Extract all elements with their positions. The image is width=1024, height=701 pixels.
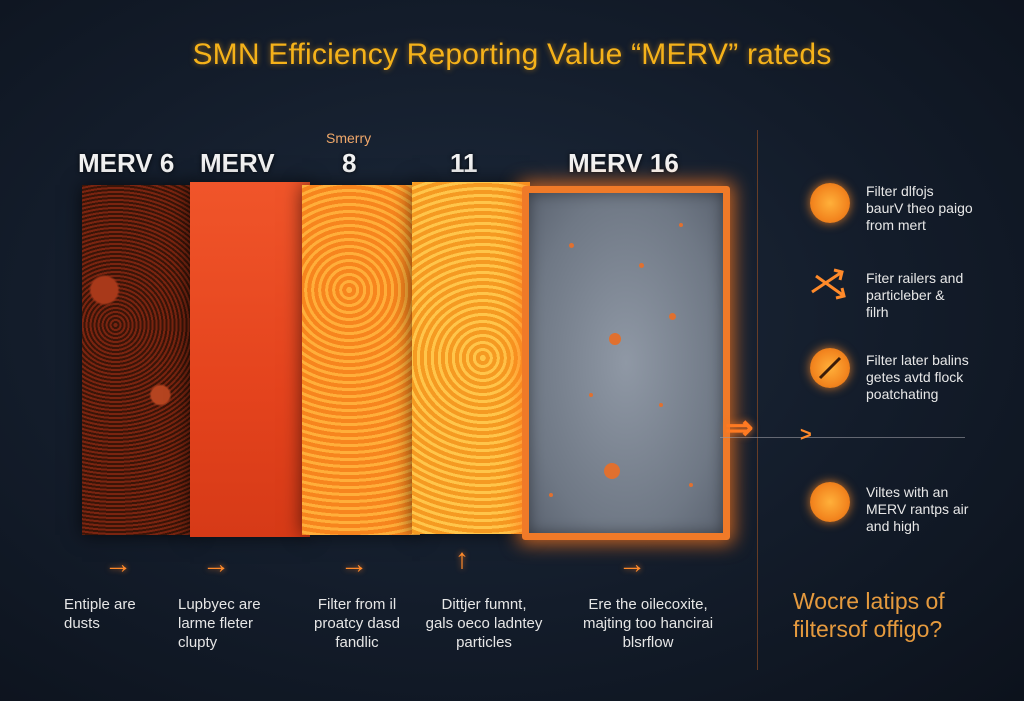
- particle: [549, 493, 553, 497]
- particle: [659, 403, 663, 407]
- panel-description-merv6: Entiple are dusts: [64, 596, 136, 632]
- filter-panel-merv16: [522, 186, 730, 540]
- panel-sublabel-8: Smerry: [326, 130, 372, 146]
- panel-description-merv16: Ere the oilecoxite, majting too hancirai…: [582, 596, 714, 651]
- arrow-up-icon: ↑: [455, 543, 469, 574]
- no-entry-disc-icon: [810, 348, 850, 388]
- panel-label-merv: MERV: [200, 148, 275, 178]
- filter-panel-8: [302, 185, 420, 535]
- orange-disc-icon: [810, 482, 850, 522]
- divider: [720, 437, 965, 438]
- page-title: SMN Efficiency Reporting Value “MERV” ra…: [192, 38, 832, 71]
- arrow-right-icon: →: [340, 548, 368, 579]
- divider: [757, 130, 758, 670]
- panel-description-11: Dittjer fumnt, gals oeco ladntey particl…: [425, 596, 543, 651]
- filter-panel-11: [412, 182, 530, 534]
- particle: [689, 483, 693, 487]
- filter-panel-merv: [190, 182, 310, 537]
- side-note-4: Viltes with an MERV rantps air and high: [866, 484, 969, 534]
- particle: [679, 223, 683, 227]
- arrow-right-icon: →: [618, 548, 646, 579]
- particle: [639, 263, 644, 268]
- question-text: Wocre latips of filtersof offigo?: [793, 588, 945, 642]
- arrow-right-icon: →: [104, 548, 132, 579]
- particle: [589, 393, 593, 397]
- filter-panel-merv6: [82, 185, 194, 535]
- particle: [569, 243, 574, 248]
- side-note-3: Filter later balins getes avtd flock poa…: [866, 352, 969, 402]
- panel-label-11: 11: [450, 148, 478, 178]
- airflow-arrow-icon: ⇒: [725, 409, 754, 447]
- chevron-right-icon: >: [800, 424, 812, 446]
- crossed-arrows-icon: [808, 262, 848, 302]
- particle: [604, 463, 620, 479]
- side-note-2: Fiter railers and particleber & filrh: [866, 270, 964, 320]
- panel-label-merv16: MERV 16: [568, 148, 679, 178]
- panel-description-merv: Lupbyec are larme fleter clupty: [178, 596, 261, 651]
- arrow-right-icon: →: [202, 548, 230, 579]
- particle: [609, 333, 621, 345]
- panel-label-8: 8: [342, 148, 357, 178]
- panel-label-merv6: MERV 6: [78, 148, 175, 178]
- orange-disc-icon: [810, 183, 850, 223]
- particle: [669, 313, 676, 320]
- side-note-1: Filter dlfojs baurV theo paigo from mert: [866, 183, 973, 233]
- panel-description-8: Filter from il proatcy dasd fandlic: [314, 596, 400, 651]
